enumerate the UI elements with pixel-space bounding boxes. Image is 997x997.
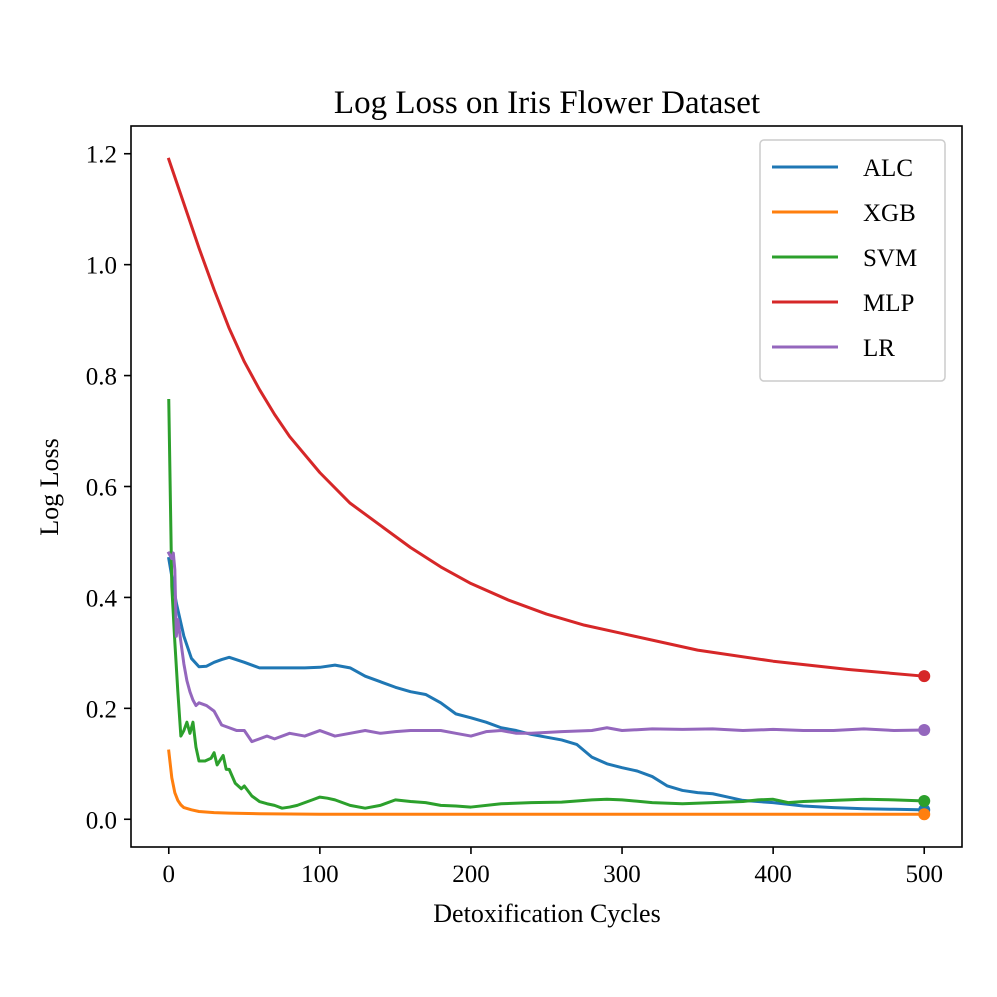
end-marker-mlp [918,670,931,683]
y-axis-label: Log Loss [35,438,64,536]
x-tick-label: 0 [163,861,176,888]
y-tick-label: 0.6 [86,475,117,502]
x-tick-label: 200 [452,861,490,888]
end-marker-xgb [918,808,931,821]
legend-label-svm: SVM [863,245,917,272]
chart-title: Log Loss on Iris Flower Dataset [334,85,760,121]
legend-label-mlp: MLP [863,290,914,317]
series-line-xgb [167,749,926,816]
series-line-svm [167,399,926,810]
y-tick-label: 0.0 [86,807,117,834]
series-line-mlp [166,157,926,678]
plot-area [166,157,926,816]
x-axis-label: Detoxification Cycles [433,899,660,928]
y-tick-label: 1.2 [86,142,117,169]
x-tick-label: 500 [905,861,943,888]
x-tick-label: 100 [301,861,339,888]
legend-box [759,139,946,382]
y-tick-label: 1.0 [86,253,117,280]
legend: ALC XGB SVM MLP LR [759,139,946,382]
end-marker-svm [918,794,931,807]
axes: 0 100 200 300 400 500 0.0 0.2 0.4 0.6 0.8 1.0 1.2 [86,125,963,888]
y-tick-label: 0.8 [86,364,117,391]
end-marker-lr [918,723,931,736]
x-tick-label: 400 [754,861,792,888]
series-line-alc [167,556,926,812]
legend-label-alc: ALC [863,155,913,182]
y-tick-label: 0.2 [86,696,117,723]
legend-label-xgb: XGB [863,200,916,227]
series-line-lr [166,551,926,744]
x-tick-label: 300 [603,861,641,888]
legend-label-lr: LR [863,335,895,362]
y-tick-label: 0.4 [86,585,118,612]
